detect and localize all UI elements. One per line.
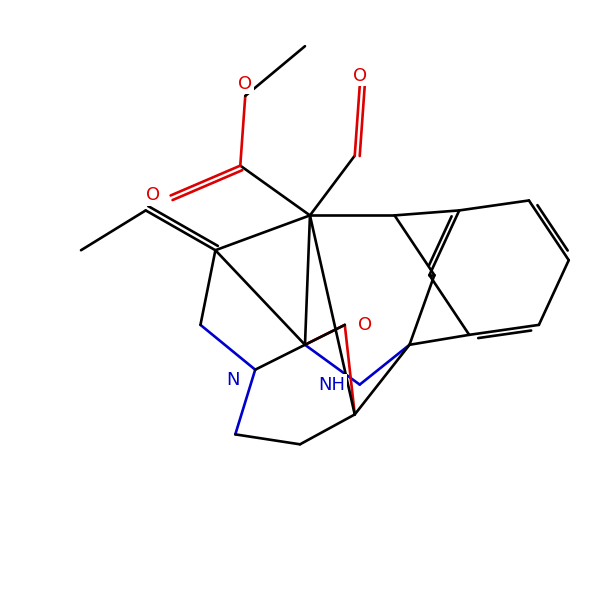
- Text: O: O: [353, 67, 367, 85]
- Text: O: O: [238, 75, 253, 93]
- Text: N: N: [227, 371, 240, 389]
- Text: NH: NH: [319, 376, 346, 394]
- Text: O: O: [358, 316, 372, 334]
- Text: O: O: [146, 187, 160, 205]
